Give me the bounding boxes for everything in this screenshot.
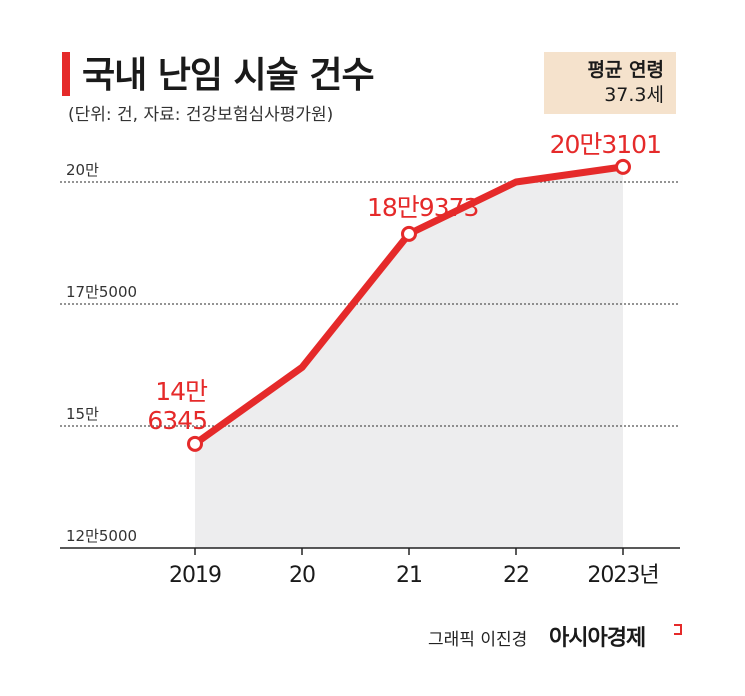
average-age-label: 평균 연령: [587, 59, 664, 81]
average-age-box: 평균 연령 37.3세: [544, 52, 676, 114]
x-tick-label: 21: [396, 563, 422, 588]
data-point-marker: [615, 158, 631, 175]
data-label: 18만9373: [367, 193, 478, 222]
y-tick-label: 12만5000: [66, 527, 137, 545]
chart-subtitle: (단위: 건, 자료: 건강보험심사평가원): [68, 105, 334, 125]
data-point-marker: [187, 435, 203, 452]
graphic-credit: 그래픽 이진경: [428, 630, 528, 650]
y-tick-label: 20만: [66, 161, 99, 179]
x-tick-label: 2023년: [587, 563, 658, 588]
data-point-marker: [401, 225, 417, 242]
brand-logo-text: 아시아경제: [549, 626, 646, 651]
title-accent-bar: [62, 52, 70, 96]
chart-title: 국내 난임 시술 건수: [82, 55, 375, 96]
y-tick-label: 15만: [66, 405, 99, 423]
data-label: 20만3101: [550, 130, 661, 159]
x-tick-label: 20: [289, 563, 315, 588]
average-age-value: 37.3세: [604, 84, 664, 106]
data-label: 6345: [147, 406, 207, 435]
brand-mark-icon: [674, 624, 682, 635]
y-tick-label: 17만5000: [66, 283, 137, 301]
x-tick-label: 2019: [169, 563, 221, 588]
x-tick-label: 22: [503, 563, 529, 588]
area-fill: [195, 166, 623, 548]
data-label: 14만: [155, 377, 208, 406]
